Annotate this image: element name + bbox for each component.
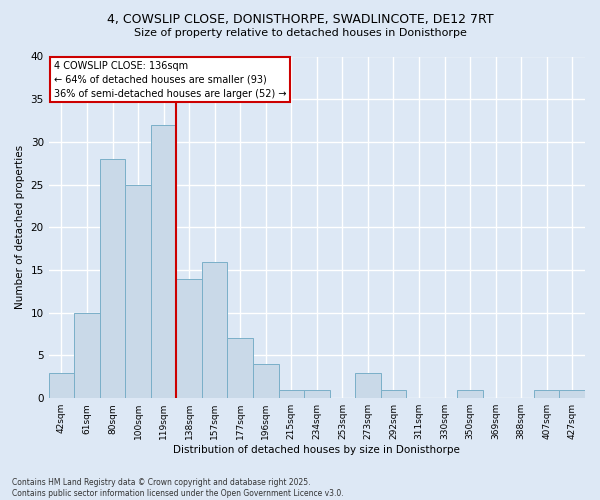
Bar <box>355 372 380 398</box>
Text: Size of property relative to detached houses in Donisthorpe: Size of property relative to detached ho… <box>134 28 466 38</box>
X-axis label: Distribution of detached houses by size in Donisthorpe: Distribution of detached houses by size … <box>173 445 460 455</box>
Bar <box>534 390 559 398</box>
Bar <box>202 262 227 398</box>
Bar <box>304 390 329 398</box>
Bar <box>559 390 585 398</box>
Text: Contains HM Land Registry data © Crown copyright and database right 2025.
Contai: Contains HM Land Registry data © Crown c… <box>12 478 344 498</box>
Bar <box>125 184 151 398</box>
Bar <box>176 278 202 398</box>
Bar <box>151 125 176 398</box>
Bar <box>457 390 483 398</box>
Bar <box>227 338 253 398</box>
Bar <box>74 313 100 398</box>
Bar <box>100 159 125 398</box>
Y-axis label: Number of detached properties: Number of detached properties <box>15 146 25 310</box>
Bar <box>380 390 406 398</box>
Text: 4 COWSLIP CLOSE: 136sqm
← 64% of detached houses are smaller (93)
36% of semi-de: 4 COWSLIP CLOSE: 136sqm ← 64% of detache… <box>54 61 286 99</box>
Bar <box>49 372 74 398</box>
Text: 4, COWSLIP CLOSE, DONISTHORPE, SWADLINCOTE, DE12 7RT: 4, COWSLIP CLOSE, DONISTHORPE, SWADLINCO… <box>107 12 493 26</box>
Bar <box>278 390 304 398</box>
Bar <box>253 364 278 398</box>
